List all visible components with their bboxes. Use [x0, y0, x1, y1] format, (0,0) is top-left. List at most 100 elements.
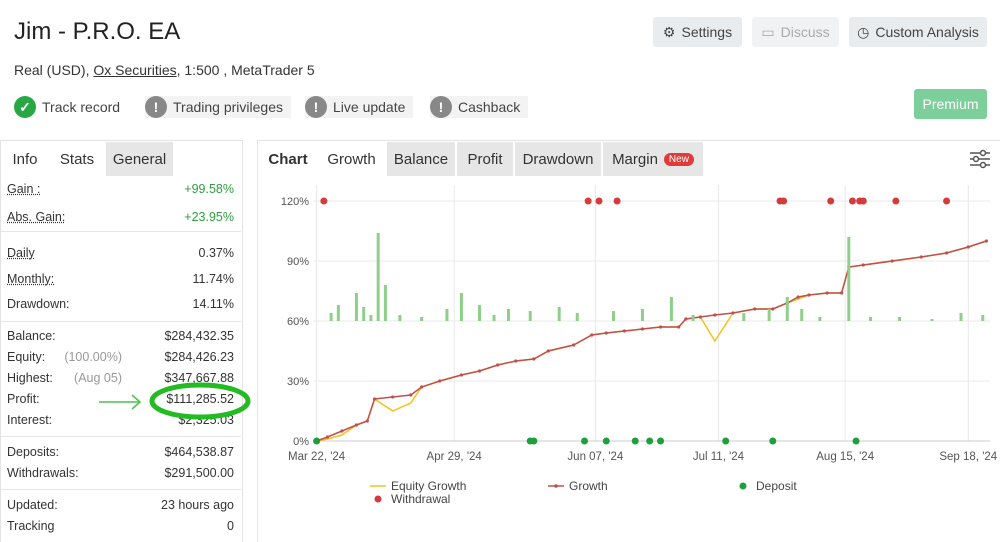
y-tick-label: 30% [287, 376, 309, 388]
marker [658, 325, 663, 329]
bar [959, 313, 963, 321]
stat-row: Drawdown: 14.11% [7, 297, 234, 315]
marker [861, 263, 865, 267]
stat-row: Profit: $111,285.52 [7, 392, 234, 410]
stat-row: Highest: (Aug 05) $347,667.88 [7, 371, 234, 389]
bar [445, 309, 449, 321]
filter-icon[interactable] [968, 148, 992, 170]
legend-label: Withdrawal [391, 492, 450, 506]
stat-label: Gain : [7, 182, 41, 196]
bar [528, 311, 532, 321]
badge[interactable]: ! Cashback [430, 96, 529, 118]
x-tick-label: Jul 11, '24 [693, 451, 745, 463]
badge-label: Track record [42, 99, 121, 115]
bar [930, 319, 934, 321]
tab[interactable]: Growth [318, 142, 385, 176]
badge-label: Cashback [458, 99, 521, 115]
stat-row: Deposits: $464,538.87 [7, 445, 234, 463]
circle-mark [149, 382, 251, 420]
account-details: , 1:500 , MetaTrader 5 [176, 62, 315, 78]
marker [532, 357, 536, 361]
bar [869, 317, 873, 321]
stat-label: Abs. Gain: [7, 210, 66, 224]
stat-label: Tracking [7, 519, 55, 533]
tab[interactable]: Stats [49, 142, 105, 176]
marker [698, 315, 702, 319]
badge-label: Trading privileges [173, 99, 283, 115]
marker [477, 369, 482, 373]
marker [320, 197, 328, 205]
marker [514, 359, 518, 363]
bar [398, 315, 402, 321]
stat-value: 0.37% [198, 246, 234, 260]
bar [742, 313, 746, 321]
marker [391, 395, 395, 399]
tab[interactable]: Drawdown [515, 142, 601, 176]
stat-value: $111,285.52 [166, 392, 234, 406]
stat-label: Updated: [7, 498, 58, 512]
x-tick-label: Mar 22, '24 [288, 451, 346, 463]
marker [984, 239, 988, 243]
marker [340, 429, 344, 433]
bar [506, 309, 510, 321]
subtitle: Real (USD), Ox Securities, 1:500 , MetaT… [14, 62, 315, 78]
marker [827, 197, 835, 205]
stat-value: $284,432.35 [164, 329, 234, 343]
account-type: Real (USD), [14, 62, 94, 78]
bar [354, 293, 358, 321]
custom-analysis-button[interactable]: ◷ Custom Analysis [849, 17, 987, 47]
stat-row: Balance: $284,432.35 [7, 329, 234, 347]
tab[interactable]: General [106, 142, 173, 176]
y-tick-label: 120% [281, 196, 309, 208]
badge[interactable]: ✓ Track record [14, 96, 120, 118]
y-tick-label: 60% [287, 316, 309, 328]
bar [691, 315, 695, 321]
tab[interactable]: Margin New [603, 142, 703, 176]
broker-link[interactable]: Ox Securities [93, 62, 177, 78]
tab[interactable]: Balance [387, 142, 455, 176]
button-label: Custom Analysis [875, 24, 979, 40]
tab[interactable]: Info [1, 142, 49, 176]
marker [713, 313, 717, 317]
marker [613, 197, 621, 205]
badge[interactable]: ! Live update [305, 96, 414, 118]
stat-label: Withdrawals: [7, 466, 79, 480]
settings-button[interactable]: ⚙ Settings [653, 17, 742, 47]
bar [800, 309, 804, 321]
marker [572, 343, 576, 347]
button-label: Settings [681, 24, 733, 40]
bar [420, 317, 424, 321]
stat-value: +99.58% [184, 182, 234, 196]
bar [640, 309, 644, 321]
line [316, 240, 987, 442]
stat-label: Equity: [7, 350, 46, 364]
discuss-button[interactable]: ▭ Discuss [752, 17, 839, 47]
stat-label: Highest: [7, 371, 53, 385]
stat-row: Gain : +99.58% [7, 182, 234, 200]
bar [329, 313, 333, 321]
marker [602, 437, 610, 445]
badge[interactable]: ! Trading privileges [145, 96, 291, 118]
marker [325, 435, 330, 439]
marker [459, 373, 464, 377]
bar [611, 311, 615, 321]
stat-note: (Aug 05) [74, 371, 122, 385]
marker [966, 245, 970, 249]
stat-value: 11.74% [192, 272, 234, 286]
marker [438, 379, 442, 383]
stat-label: Monthly: [7, 272, 55, 286]
button-label: Discuss [780, 24, 830, 40]
premium-button[interactable]: Premium [914, 89, 987, 119]
marker [420, 385, 424, 389]
chart-label: Chart [258, 142, 318, 176]
stats-panel [0, 140, 243, 542]
stat-label: Daily [7, 246, 35, 260]
marker [581, 437, 589, 445]
marker [646, 437, 654, 445]
marker [919, 255, 923, 259]
marker [796, 295, 800, 299]
chart-panel [257, 140, 1000, 542]
tab[interactable]: Profit [457, 142, 513, 176]
marker [409, 393, 413, 397]
x-tick-label: Apr 29, '24 [427, 451, 483, 463]
